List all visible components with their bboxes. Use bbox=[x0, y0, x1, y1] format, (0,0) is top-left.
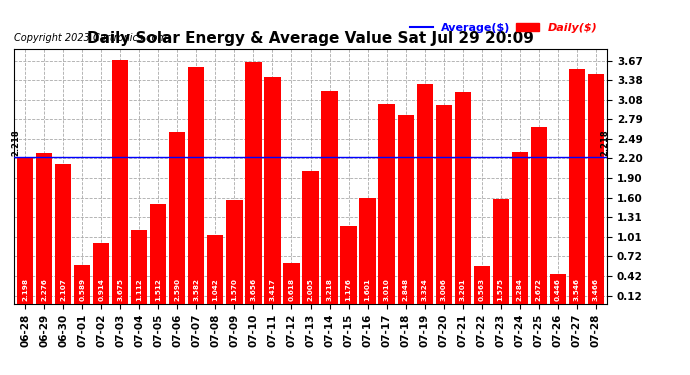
Bar bbox=[397, 115, 414, 304]
Bar bbox=[493, 200, 509, 304]
Text: 1.112: 1.112 bbox=[137, 278, 142, 301]
Bar bbox=[246, 62, 262, 304]
Text: 0.563: 0.563 bbox=[479, 278, 484, 301]
Bar bbox=[531, 127, 546, 304]
Bar bbox=[379, 104, 395, 304]
Text: 2.005: 2.005 bbox=[308, 278, 313, 301]
Legend: Average($), Daily($): Average($), Daily($) bbox=[406, 19, 602, 38]
Text: 0.914: 0.914 bbox=[98, 278, 104, 301]
Text: 3.675: 3.675 bbox=[117, 278, 124, 301]
Bar bbox=[569, 69, 585, 304]
Text: 2.672: 2.672 bbox=[535, 278, 542, 301]
Text: 2.848: 2.848 bbox=[402, 278, 408, 301]
Bar bbox=[435, 105, 452, 304]
Text: 2.218: 2.218 bbox=[11, 129, 20, 156]
Text: 3.218: 3.218 bbox=[326, 278, 333, 301]
Bar bbox=[36, 153, 52, 304]
Text: 1.512: 1.512 bbox=[155, 278, 161, 301]
Bar bbox=[169, 132, 186, 304]
Bar bbox=[188, 66, 204, 304]
Bar bbox=[511, 153, 528, 304]
Bar bbox=[17, 158, 33, 304]
Text: 2.276: 2.276 bbox=[41, 278, 47, 301]
Text: 3.656: 3.656 bbox=[250, 278, 257, 301]
Text: 2.218: 2.218 bbox=[601, 129, 610, 156]
Bar bbox=[302, 171, 319, 304]
Bar bbox=[473, 267, 490, 304]
Bar bbox=[588, 74, 604, 304]
Bar bbox=[340, 226, 357, 304]
Text: 3.006: 3.006 bbox=[441, 278, 446, 301]
Text: 3.466: 3.466 bbox=[593, 278, 599, 301]
Bar bbox=[207, 235, 224, 304]
Text: 2.590: 2.590 bbox=[175, 278, 180, 301]
Bar bbox=[75, 265, 90, 304]
Text: 1.575: 1.575 bbox=[497, 278, 504, 301]
Text: 3.417: 3.417 bbox=[270, 278, 275, 301]
Text: 3.324: 3.324 bbox=[422, 278, 428, 301]
Text: 3.582: 3.582 bbox=[193, 278, 199, 301]
Bar bbox=[264, 77, 281, 304]
Text: 0.446: 0.446 bbox=[555, 278, 561, 301]
Text: 1.570: 1.570 bbox=[231, 278, 237, 301]
Bar bbox=[417, 84, 433, 304]
Bar bbox=[150, 204, 166, 304]
Bar bbox=[359, 198, 375, 304]
Text: 0.589: 0.589 bbox=[79, 278, 86, 301]
Bar bbox=[455, 92, 471, 304]
Bar bbox=[550, 274, 566, 304]
Text: 2.198: 2.198 bbox=[22, 278, 28, 301]
Text: 3.201: 3.201 bbox=[460, 278, 466, 301]
Bar bbox=[284, 263, 299, 304]
Bar bbox=[322, 91, 337, 304]
Bar bbox=[93, 243, 110, 304]
Text: 1.176: 1.176 bbox=[346, 278, 351, 301]
Text: 1.042: 1.042 bbox=[213, 278, 219, 301]
Text: 2.284: 2.284 bbox=[517, 278, 523, 301]
Title: Daily Solar Energy & Average Value Sat Jul 29 20:09: Daily Solar Energy & Average Value Sat J… bbox=[87, 31, 534, 46]
Text: 3.010: 3.010 bbox=[384, 278, 390, 301]
Text: 0.618: 0.618 bbox=[288, 278, 295, 301]
Bar bbox=[112, 60, 128, 304]
Text: 3.546: 3.546 bbox=[574, 278, 580, 301]
Bar bbox=[55, 164, 71, 304]
Text: 2.107: 2.107 bbox=[60, 278, 66, 301]
Bar bbox=[226, 200, 242, 304]
Text: Copyright 2023 Cartronics.com: Copyright 2023 Cartronics.com bbox=[14, 33, 167, 44]
Bar bbox=[131, 230, 148, 304]
Text: 1.601: 1.601 bbox=[364, 278, 371, 301]
